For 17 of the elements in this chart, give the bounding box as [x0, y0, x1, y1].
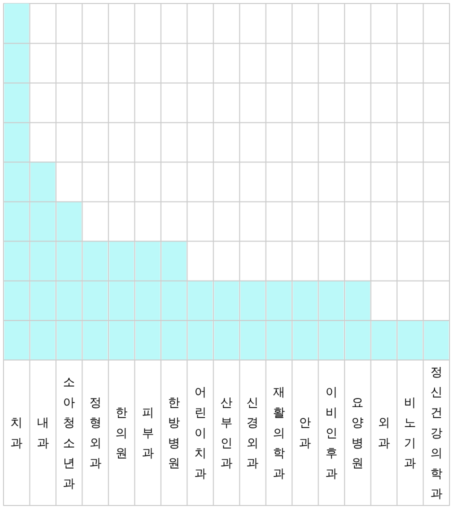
- x-tick-label: 재활의학과: [272, 385, 285, 480]
- x-tick-label: 신경외과: [246, 395, 259, 470]
- x-tick-label: 정형외과: [89, 395, 102, 470]
- x-tick-label: 이비인후과: [325, 385, 338, 480]
- x-tick-label: 비노기과: [404, 395, 416, 470]
- x-tick-label: 한의원: [116, 405, 128, 460]
- x-tick-label: 내과: [36, 416, 49, 450]
- x-tick-label: 요양병원: [352, 395, 364, 470]
- x-tick-label: 안과: [299, 416, 312, 450]
- x-tick-label: 정신건강의학과: [430, 364, 442, 501]
- x-tick-label: 피부과: [142, 405, 154, 460]
- x-tick-label: 어린이치과: [194, 385, 206, 480]
- x-tick-label: 산부인과: [220, 395, 232, 470]
- x-tick-label: 외과: [378, 416, 390, 450]
- x-tick-label: 치과: [10, 416, 23, 450]
- x-tick-label: 소아청소년과: [63, 375, 76, 491]
- x-tick-label: 한방병원: [168, 395, 180, 470]
